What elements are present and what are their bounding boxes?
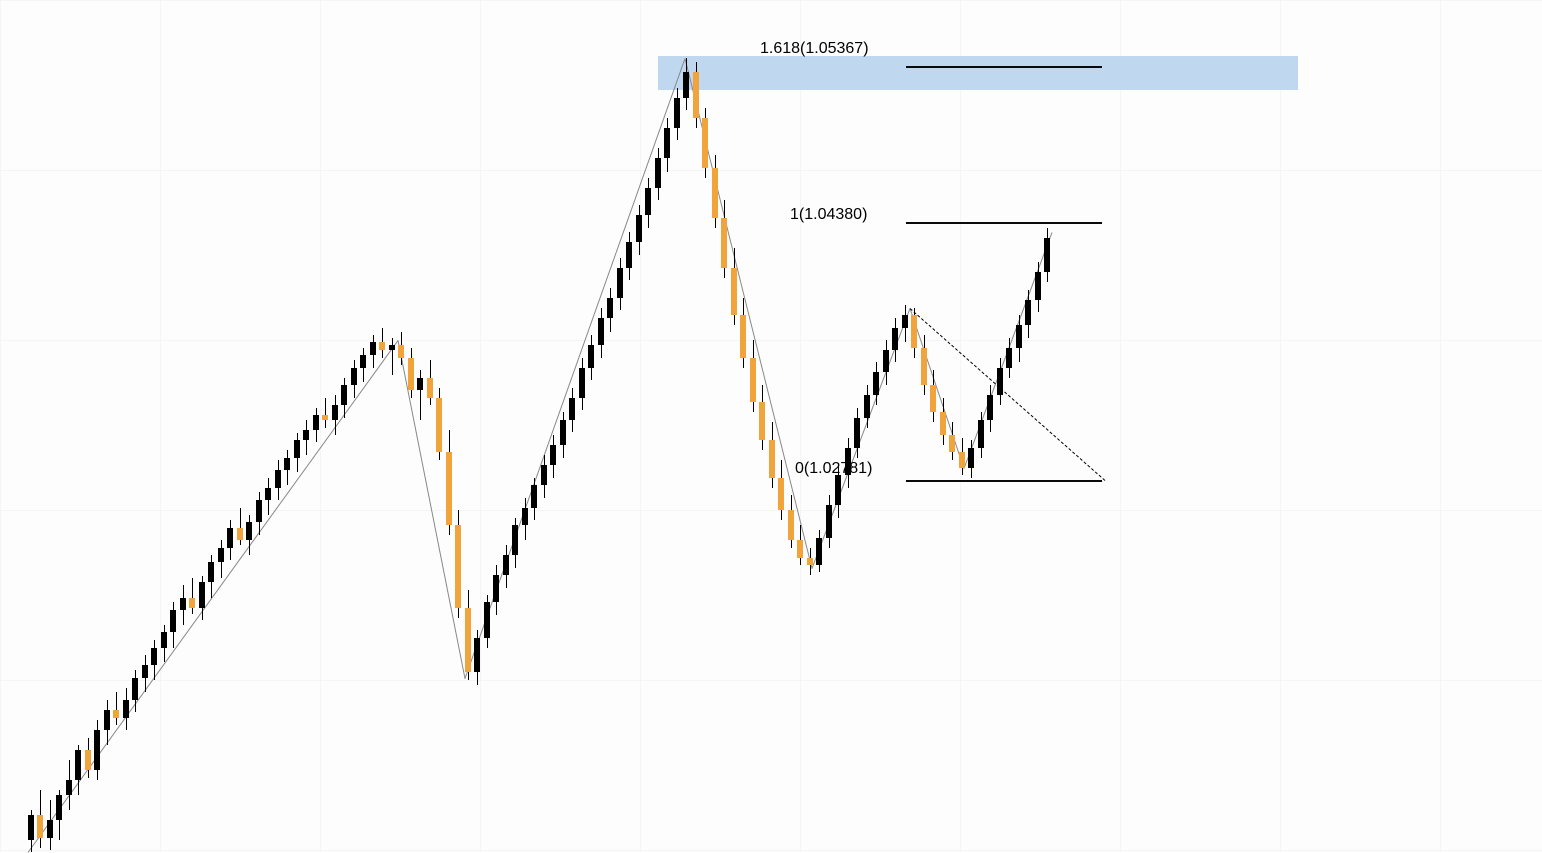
fib-label-0: 1.618(1.05367) (760, 40, 869, 58)
fib-line-2 (906, 480, 1102, 482)
fib-label-1: 1(1.04380) (790, 206, 867, 224)
fib-label-2: 0(1.02781) (795, 460, 872, 478)
fib-line-0 (906, 66, 1102, 68)
supply-zone (658, 56, 1298, 90)
candlestick-chart[interactable]: 1.618(1.05367) 1(1.04380) 0(1.02781) (0, 0, 1542, 852)
fib-line-1 (906, 222, 1102, 224)
